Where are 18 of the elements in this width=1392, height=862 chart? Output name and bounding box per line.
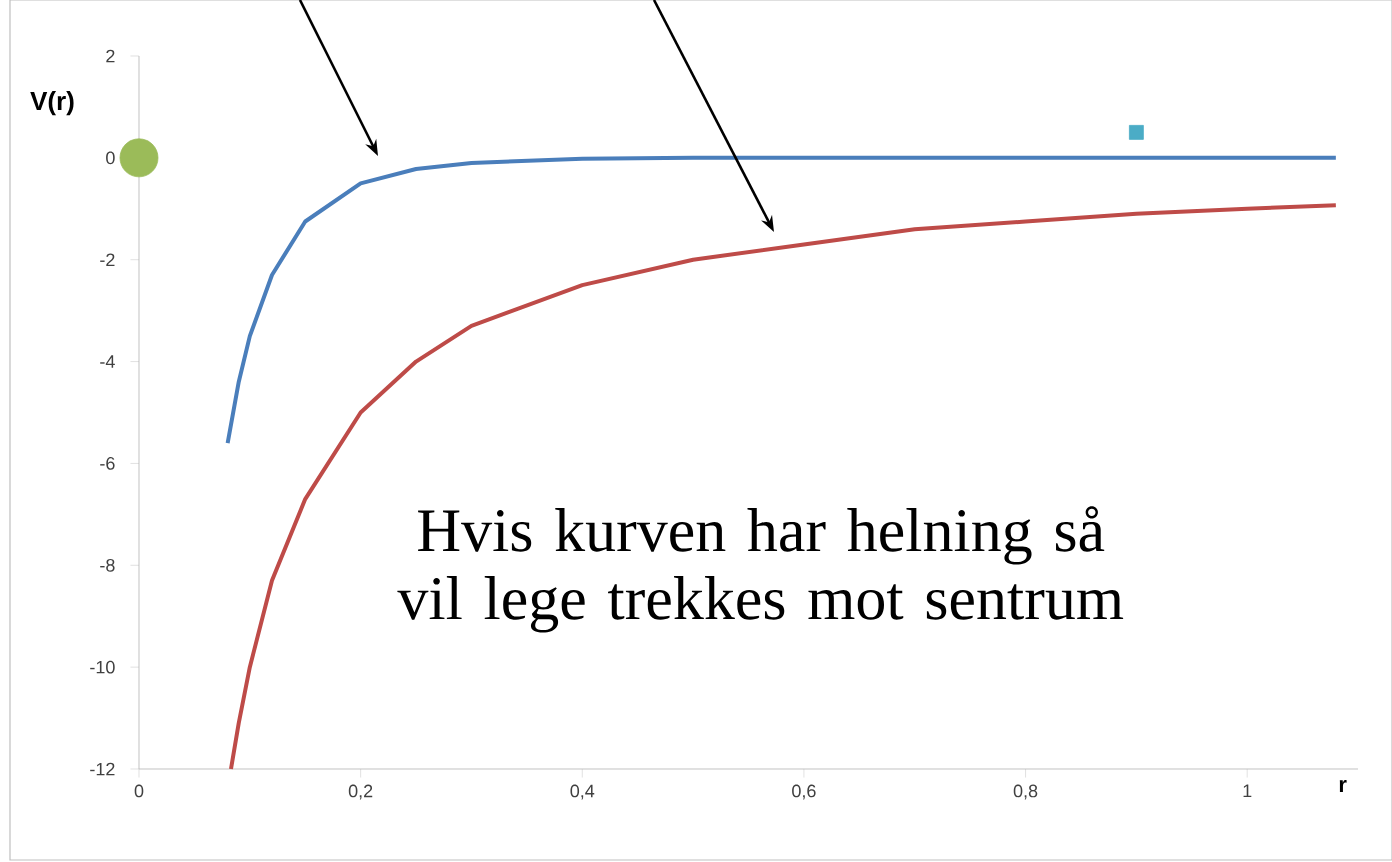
x-tick-label: 0,6 [792, 784, 816, 800]
x-tick-label: 0,8 [1013, 784, 1038, 800]
y-tick-label: 0 [106, 151, 115, 165]
x-tick-label: 0,4 [570, 784, 595, 800]
y-tick-label: 2 [106, 49, 115, 63]
y-tick-label: -6 [100, 457, 115, 470]
y-tick-label: -12 [90, 762, 115, 776]
x-axis-title: r [1339, 780, 1347, 792]
y-tick-label: -10 [90, 660, 115, 674]
x-tick-label: 1 [1243, 784, 1252, 797]
x-tick-label: 0,2 [348, 784, 373, 800]
y-tick-label: -2 [100, 253, 115, 266]
line-series [228, 203, 1338, 771]
y-tick-label: -4 [100, 355, 115, 368]
annotation: Hvis kurven har helning så vil lege trekkes mot sentrum [397, 506, 1124, 633]
y-tick-label: -8 [100, 558, 115, 572]
y-axis-title: V(r) [30, 91, 74, 116]
x-tick-label: 0 [134, 784, 144, 798]
